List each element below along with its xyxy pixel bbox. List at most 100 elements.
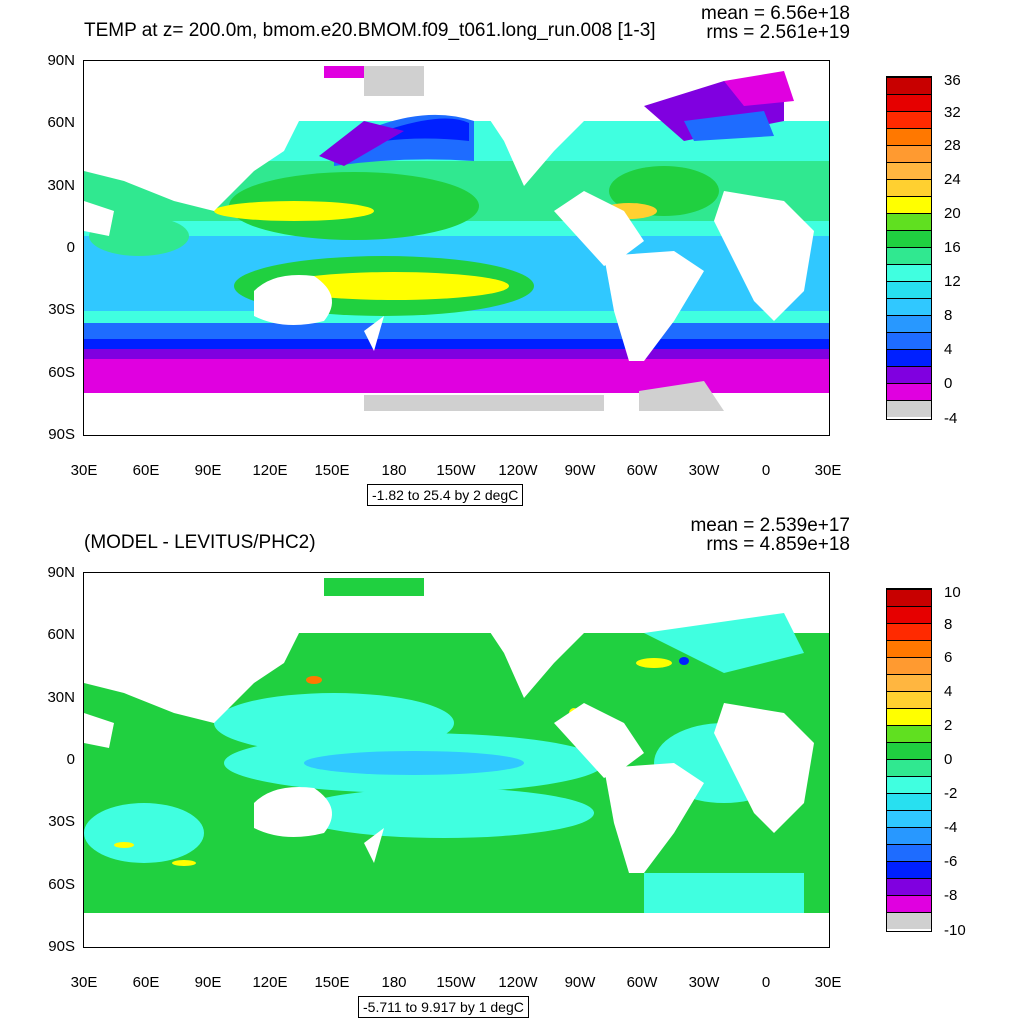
colorbar-label: 16 [944,239,961,256]
colorbar-swatch [887,400,931,417]
colorbar-swatch [887,674,931,691]
lat-label: 60S [48,876,75,893]
lon-label: 150W [436,462,476,479]
lat-label: 60S [48,364,75,381]
lon-label: 120W [498,462,538,479]
colorbar-label: -2 [944,785,958,802]
lon-label: 30E [814,462,842,479]
colorbar-swatch [887,281,931,298]
contour-info-box: -1.82 to 25.4 by 2 degC [367,484,524,506]
colorbar-swatch [887,162,931,179]
colorbar-label: 20 [944,205,961,222]
colorbar-swatch [887,708,931,725]
colorbar-swatch [887,861,931,878]
temperature-map [83,60,830,436]
lon-label: 90E [194,974,222,991]
difference-map-graphic [84,573,829,947]
lon-label: 150E [314,974,350,991]
colorbar-label: -10 [944,922,966,939]
colorbar-swatch [887,895,931,912]
lon-label: 180 [381,462,407,479]
lon-label: 0 [761,462,771,479]
colorbar-swatch [887,725,931,742]
colorbar-swatch [887,230,931,247]
mean-value: mean = 2.539e+17 [690,515,850,536]
lon-label: 90E [194,462,222,479]
lat-label: 90N [47,564,75,581]
colorbar [886,588,932,932]
top-panel: TEMP at z= 200.0m, bmom.e20.BMOM.f09_t06… [47,4,961,506]
bottom-panel: (MODEL - LEVITUS/PHC2) mean = 2.539e+17 … [0,512,1024,1024]
colorbar-label: 4 [944,341,953,358]
colorbar-label: 8 [944,307,953,324]
lon-label: 120W [498,974,538,991]
colorbar-swatch [887,366,931,383]
stats-block: mean = 6.56e+18 rms = 2.561e+19 [701,4,850,42]
colorbar-swatch [887,606,931,623]
lon-label: 180 [381,974,407,991]
lon-label: 150E [314,462,350,479]
colorbar-label: 6 [944,649,953,666]
stats-block: mean = 2.539e+17 rms = 4.859e+18 [690,516,850,554]
colorbar-swatch [887,827,931,844]
lon-label: 30E [814,974,842,991]
lon-label: 60E [132,974,160,991]
colorbar-swatch [887,196,931,213]
lat-label: 0 [66,239,75,256]
colorbar-swatch [887,77,931,94]
lon-label: 60W [626,462,658,479]
colorbar-swatch [887,742,931,759]
colorbar-label: -4 [944,410,958,427]
colorbar-label: 28 [944,137,961,154]
rms-value: rms = 4.859e+18 [706,534,850,555]
colorbar-swatch [887,776,931,793]
lat-label: 30N [47,689,75,706]
lat-label: 90S [48,426,75,443]
colorbar-swatch [887,332,931,349]
colorbar-label: 8 [944,616,953,633]
contour-info-box: -5.711 to 9.917 by 1 degC [358,996,529,1018]
lat-label: 30S [48,301,75,318]
colorbar-label: -8 [944,887,958,904]
lon-label: 150W [436,974,476,991]
page-title: TEMP at z= 200.0m, bmom.e20.BMOM.f09_t06… [84,20,656,41]
colorbar-swatch [887,793,931,810]
lat-label: 90S [48,938,75,955]
lon-label: 60E [132,462,160,479]
colorbar-swatch [887,589,931,606]
lat-label: 90N [47,52,75,69]
lon-label: 90W [564,462,596,479]
colorbar-label: 36 [944,72,961,89]
colorbar-swatch [887,145,931,162]
colorbar-label: 10 [944,584,961,601]
colorbar-swatch [887,912,931,929]
lat-label: 60N [47,626,75,643]
colorbar-swatch [887,383,931,400]
lon-label: 90W [564,974,596,991]
colorbar-label: 4 [944,683,953,700]
lat-label: 0 [66,751,75,768]
colorbar-swatch [887,810,931,827]
colorbar-swatch [887,759,931,776]
colorbar-label: 2 [944,717,953,734]
lat-label: 60N [47,114,75,131]
colorbar-swatch [887,657,931,674]
lon-label: 0 [761,974,771,991]
rms-value: rms = 2.561e+19 [706,22,850,43]
colorbar-label: 0 [944,751,953,768]
colorbar-label: 32 [944,104,961,121]
colorbar [886,76,932,420]
lon-label: 30W [688,462,720,479]
lat-label: 30N [47,177,75,194]
colorbar-label: 0 [944,375,953,392]
colorbar-swatch [887,691,931,708]
colorbar-swatch [887,94,931,111]
colorbar-swatch [887,128,931,145]
lon-label: 60W [626,974,658,991]
colorbar-label: -6 [944,853,958,870]
difference-map [83,572,830,948]
lon-label: 120E [252,974,288,991]
colorbar-swatch [887,844,931,861]
lon-label: 30W [688,974,720,991]
colorbar-swatch [887,111,931,128]
